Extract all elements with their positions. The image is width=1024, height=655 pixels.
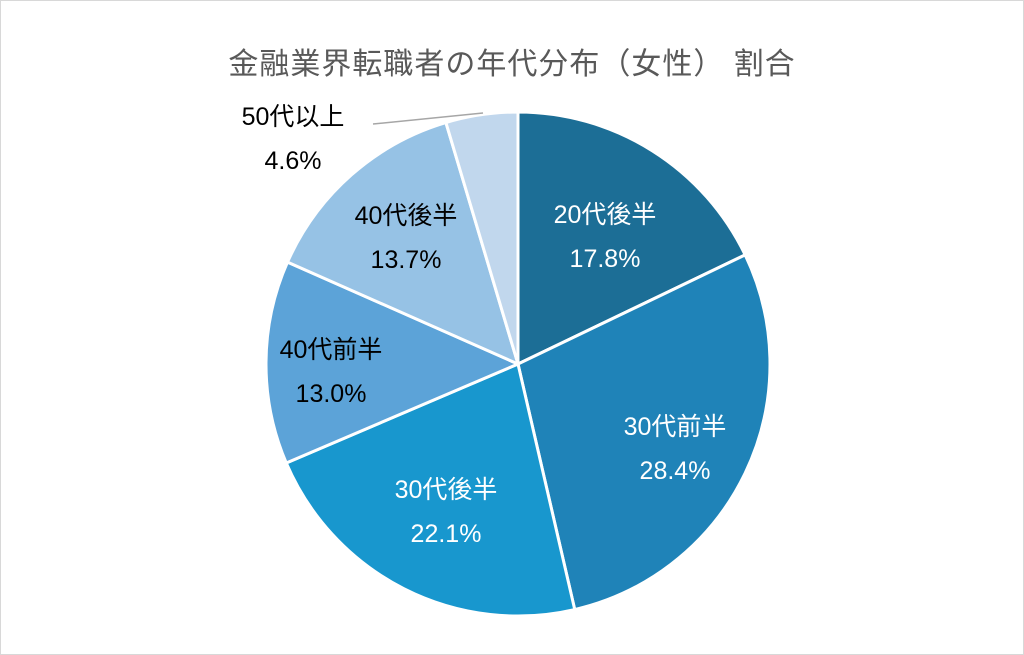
chart-title: 金融業界転職者の年代分布（女性） 割合 — [228, 48, 796, 81]
slice-label-20s-late: 20代後半 17.8% — [554, 193, 657, 281]
pie-slice-4 — [286, 121, 520, 366]
slice-percent: 17.8% — [569, 245, 641, 273]
slice-label-40s-late: 40代後半 13.7% — [355, 194, 458, 282]
slice-name: 30代後半 — [394, 476, 498, 504]
slice-label-30s-late: 30代後半 22.1% — [395, 468, 498, 556]
slice-percent: 28.4% — [639, 457, 711, 485]
pie-slice-0 — [516, 110, 747, 366]
slice-label-40s-early: 40代前半 13.0% — [280, 328, 383, 416]
slice-label-30s-early: 30代前半 28.4% — [624, 405, 727, 493]
slice-name: 40代後半 — [354, 202, 458, 230]
slice-name: 30代前半 — [623, 413, 727, 441]
pie-slice-3 — [264, 260, 520, 465]
slice-percent: 13.7% — [370, 246, 442, 274]
slice-percent: 22.1% — [410, 520, 482, 548]
leader-line-50s-slice — [372, 112, 484, 125]
pie-slice-2 — [284, 362, 577, 618]
slice-name: 50代以上 — [241, 103, 345, 131]
slice-percent: 4.6% — [264, 147, 322, 175]
slice-name: 20代後半 — [553, 201, 657, 229]
pie-slice-1 — [516, 253, 772, 612]
slice-percent: 13.0% — [295, 380, 367, 408]
pie-slice-5 — [444, 110, 520, 366]
slice-label-50s-plus: 50代以上 4.6% — [242, 95, 345, 183]
slice-name: 40代前半 — [279, 336, 383, 364]
